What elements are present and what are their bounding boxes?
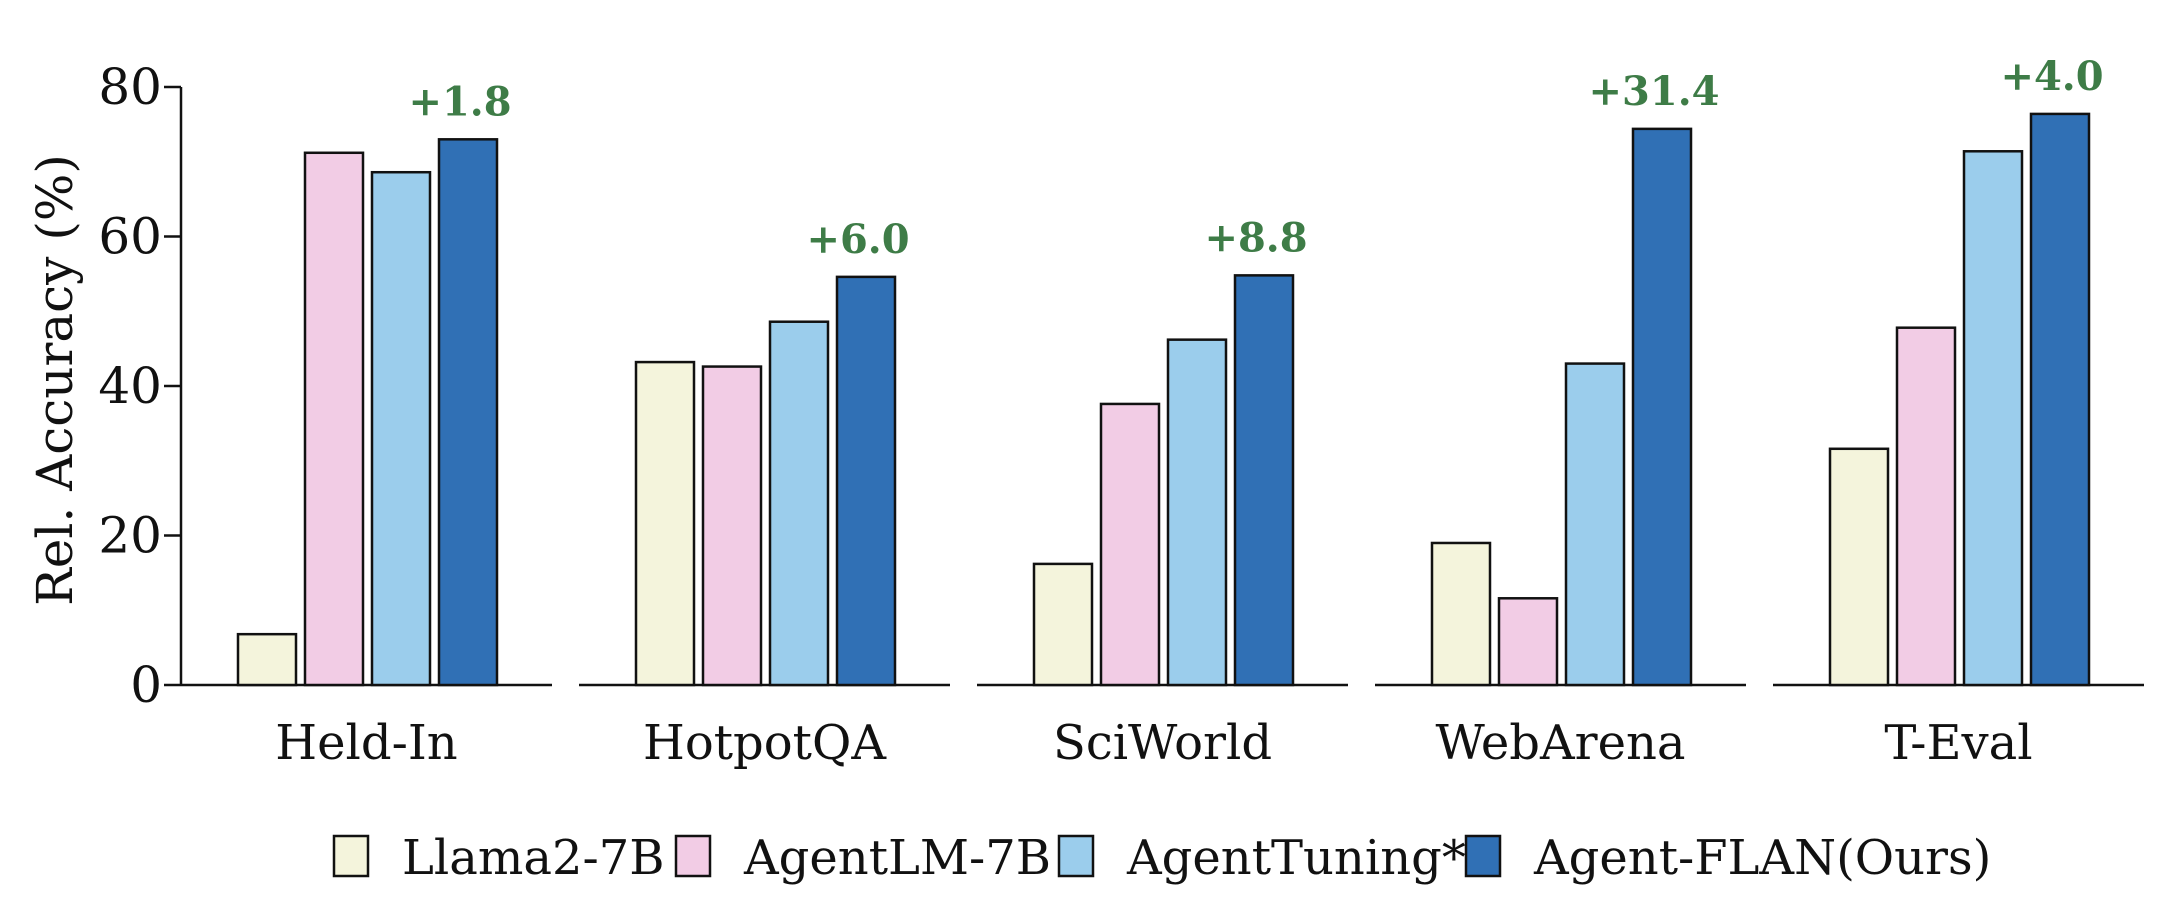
legend-label: Agent-FLAN(Ours) (1533, 830, 1991, 886)
x-category-label: Held-In (275, 715, 457, 771)
y-tick-label: 20 (98, 507, 162, 565)
y-axis-title: Rel. Accuracy (%) (26, 154, 84, 606)
bar-agenttuning- (1166, 338, 1228, 687)
legend-item: Llama2-7B (332, 830, 665, 886)
improvement-annotation: +4.0 (2000, 53, 2103, 100)
bar-agentlm-7b (1497, 597, 1559, 687)
legend-item: Agent-FLAN(Ours) (1464, 830, 1991, 886)
bar-agentlm-7b (1099, 402, 1161, 687)
bar-agent-flan-ours- (2029, 112, 2091, 687)
y-tick-label: 40 (98, 357, 162, 415)
legend-swatch (1464, 834, 1502, 878)
y-axis: 0 20 40 60 80 (98, 58, 183, 714)
bar-agenttuning- (1564, 362, 1626, 687)
bar-group-webarena: WebArena +31.4 (1375, 68, 1746, 771)
y-tick-label: 80 (98, 58, 162, 116)
bar-llama2-7b (236, 632, 298, 687)
bar-llama2-7b (634, 360, 696, 687)
legend-swatch (1057, 834, 1095, 878)
bar-agent-flan-ours- (1233, 274, 1295, 687)
y-tick-label: 60 (98, 208, 162, 266)
legend: Llama2-7B AgentLM-7B AgentTuning* Agent-FLA… (332, 830, 1991, 886)
bar-group-t-eval: T-Eval +4.0 (1773, 53, 2144, 771)
bar-group-sciworld: SciWorld +8.8 (977, 214, 1348, 771)
legend-swatch (332, 834, 370, 878)
x-category-label: HotpotQA (643, 715, 887, 771)
bar-group-held-in: Held-In +1.8 (181, 78, 552, 771)
bar-agentlm-7b (701, 365, 763, 687)
legend-label: Llama2-7B (402, 830, 665, 886)
improvement-annotation: +1.8 (408, 78, 511, 125)
bar-agenttuning- (1962, 150, 2024, 687)
bar-agenttuning- (768, 320, 830, 687)
y-tick-label: 0 (130, 656, 162, 714)
bar-agentlm-7b (303, 151, 365, 687)
bar-llama2-7b (1032, 562, 1094, 687)
x-category-label: T-Eval (1884, 715, 2032, 771)
legend-item: AgentTuning* (1057, 830, 1466, 886)
x-category-label: SciWorld (1053, 715, 1272, 771)
bar-agent-flan-ours- (437, 138, 499, 687)
bar-groups: Held-In +1.8 HotpotQA +6.0 SciWorld +8.8 WebAr… (181, 53, 2144, 771)
legend-label: AgentTuning* (1126, 830, 1466, 886)
bar-llama2-7b (1430, 541, 1492, 687)
improvement-annotation: +6.0 (806, 216, 909, 263)
legend-label: AgentLM-7B (743, 830, 1051, 886)
bar-agentlm-7b (1895, 326, 1957, 687)
bar-agent-flan-ours- (1631, 127, 1693, 687)
improvement-annotation: +31.4 (1589, 68, 1720, 115)
x-category-label: WebArena (1435, 715, 1685, 771)
legend-swatch (674, 834, 712, 878)
bar-group-hotpotqa: HotpotQA +6.0 (579, 216, 950, 771)
bar-agenttuning- (370, 170, 432, 687)
bar-agent-flan-ours- (835, 275, 897, 687)
legend-item: AgentLM-7B (674, 830, 1051, 886)
improvement-annotation: +8.8 (1204, 214, 1307, 261)
bar-llama2-7b (1828, 447, 1890, 687)
